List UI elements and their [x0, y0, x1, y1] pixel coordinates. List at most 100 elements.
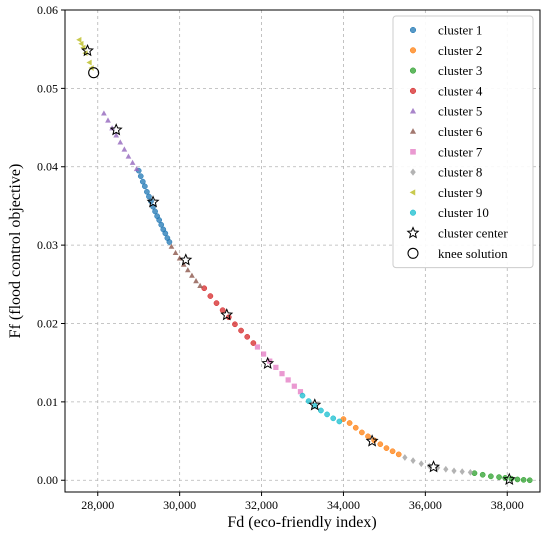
cluster-center-marker — [109, 123, 123, 136]
data-point-cluster-8 — [402, 454, 408, 461]
plot-frame — [64, 9, 541, 493]
legend-marker — [409, 67, 417, 74]
data-point-cluster-10 — [330, 415, 337, 422]
data-point-cluster-4 — [219, 307, 226, 314]
legend-marker — [409, 189, 416, 196]
legend-label: cluster 1 — [438, 23, 482, 38]
data-point-cluster-6 — [184, 267, 191, 273]
data-point-cluster-1 — [152, 208, 158, 215]
data-point-cluster-1 — [166, 239, 173, 245]
y-tick-label: 0.00 — [37, 473, 58, 487]
legend-label: cluster 6 — [438, 124, 483, 139]
data-point-cluster-4 — [250, 340, 257, 346]
y-tick-label: 0.03 — [37, 238, 58, 252]
data-point-cluster-9 — [78, 40, 84, 47]
knee-solution — [88, 67, 100, 79]
data-point-cluster-5 — [121, 146, 128, 152]
data-point-cluster-7 — [260, 351, 267, 357]
data-point-cluster-10 — [336, 418, 343, 425]
legend-marker — [410, 168, 416, 176]
legend-marker — [410, 149, 416, 155]
data-point-cluster-10 — [318, 407, 324, 414]
x-axis-ticks: 28,000 30,000 32,000 34,000 36,000 38,000 — [81, 492, 524, 512]
data-point-cluster-4 — [201, 285, 208, 292]
data-point-cluster-4 — [213, 300, 220, 306]
data-point-cluster-5 — [113, 132, 120, 138]
data-point-cluster-6 — [193, 278, 199, 284]
data-point-cluster-2 — [383, 445, 390, 451]
legend: cluster 1 cluster 2 cluster 3 cluster 4 clus… — [392, 15, 534, 269]
data-point-cluster-2 — [389, 448, 396, 455]
data-point-cluster-6 — [189, 272, 195, 278]
data-point-cluster-5 — [129, 159, 136, 165]
data-point-cluster-5 — [133, 165, 140, 172]
x-tick-label: 28,000 — [81, 498, 114, 512]
data-point-cluster-5 — [105, 117, 111, 123]
data-point-cluster-1 — [139, 178, 146, 185]
data-point-cluster-2 — [395, 451, 402, 458]
legend-label: cluster 9 — [438, 185, 482, 200]
data-point-cluster-8 — [418, 460, 424, 468]
x-tick-label: 30,000 — [163, 498, 196, 512]
knee-solution-marker — [88, 67, 100, 79]
data-point-cluster-10 — [305, 398, 312, 404]
legend-marker — [409, 26, 417, 34]
data-point-cluster-5 — [101, 110, 107, 116]
y-axis-label: Ff (flood control objective) — [7, 164, 24, 339]
data-point-cluster-2 — [346, 420, 353, 426]
cluster-center-marker — [179, 253, 193, 266]
y-tick-label: 0.02 — [37, 316, 58, 330]
data-point-cluster-4 — [232, 321, 238, 328]
legend-label: cluster 10 — [438, 205, 489, 220]
cluster-center-marker — [365, 434, 379, 447]
data-point-cluster-8 — [459, 468, 465, 476]
legend-marker — [409, 128, 417, 134]
data-point-cluster-10 — [324, 411, 330, 418]
cluster-center-marker — [427, 460, 441, 473]
data-point-cluster-2 — [352, 424, 359, 431]
cluster-center-marker — [81, 43, 94, 57]
data-point-cluster-3 — [514, 476, 521, 483]
data-point-cluster-4 — [238, 327, 244, 334]
y-axis-ticks: 0.00 0.01 0.02 0.03 0.04 0.05 0.06 — [37, 3, 65, 487]
legend-label: cluster 8 — [438, 165, 482, 180]
y-tick-label: 0.05 — [37, 81, 58, 95]
cluster-center-marker — [146, 195, 160, 208]
cluster-center-marker — [220, 308, 234, 321]
legend-marker — [406, 226, 420, 239]
legend-label: cluster 3 — [438, 63, 482, 78]
data-point-cluster-2 — [359, 429, 365, 436]
legend-label: cluster 4 — [438, 83, 483, 98]
data-point-cluster-2 — [377, 441, 384, 448]
cluster-centers — [81, 43, 516, 485]
data-point-cluster-10 — [299, 392, 306, 399]
legend-label: knee solution — [438, 246, 508, 261]
cluster-center-marker — [502, 472, 516, 485]
data-point-cluster-2 — [365, 433, 371, 440]
data-point-cluster-6 — [168, 243, 175, 249]
data-point-cluster-4 — [244, 333, 251, 340]
data-point-cluster-6 — [197, 282, 203, 288]
legend-label: cluster 2 — [438, 43, 482, 58]
data-point-cluster-1 — [162, 230, 169, 237]
legend-box — [392, 15, 534, 269]
data-point-cluster-7 — [254, 344, 261, 350]
data-point-cluster-3 — [496, 474, 502, 480]
data-point-cluster-1 — [156, 217, 163, 223]
data-point-cluster-8 — [451, 467, 457, 475]
data-point-cluster-3 — [471, 470, 478, 477]
data-point-cluster-5 — [117, 139, 124, 145]
data-point-cluster-3 — [479, 471, 486, 478]
data-point-cluster-8 — [443, 465, 449, 473]
legend-marker — [409, 87, 417, 94]
data-point-cluster-8 — [410, 457, 416, 465]
data-point-cluster-7 — [291, 383, 297, 389]
data-point-cluster-9 — [76, 36, 82, 43]
data-point-cluster-1 — [137, 173, 144, 180]
x-axis-label: Fd (eco-friendly index) — [227, 514, 376, 531]
y-tick-label: 0.04 — [37, 160, 58, 174]
data-point-cluster-7 — [297, 389, 304, 395]
data-point-cluster-1 — [158, 221, 165, 228]
legend-marker — [407, 247, 419, 259]
